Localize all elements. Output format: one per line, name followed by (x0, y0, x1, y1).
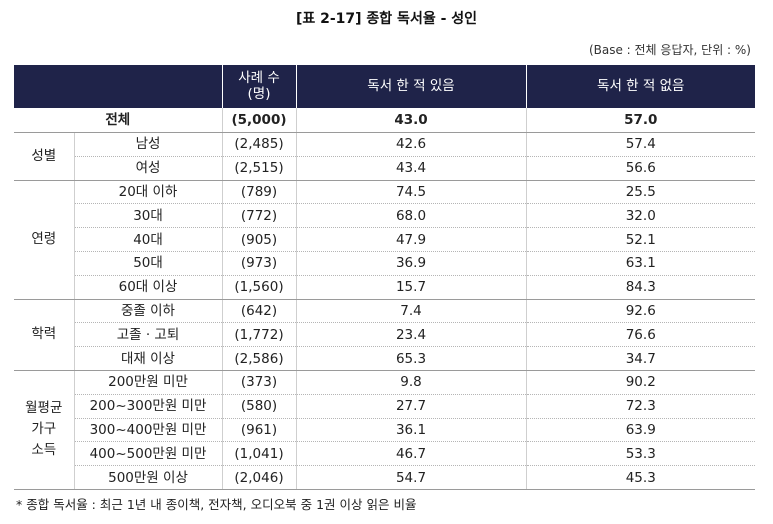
row-count: (973) (221, 251, 296, 276)
row-not-read: 45.3 (525, 465, 755, 490)
row-label: 60대 이상 (73, 275, 222, 300)
row-not-read: 57.4 (525, 132, 755, 157)
row-count: (1,560) (221, 275, 296, 300)
table-row: 대재 이상 (2,586) 65.3 34.7 (14, 346, 755, 371)
row-not-read: 84.3 (525, 275, 755, 300)
row-not-read: 32.0 (525, 203, 755, 229)
total-row: 전체 (5,000) 43.0 57.0 (14, 107, 755, 133)
row-not-read: 56.6 (525, 156, 755, 181)
row-not-read: 25.5 (525, 180, 755, 205)
row-label: 300~400만원 미만 (73, 418, 222, 443)
table-row: 40대 (905) 47.9 52.1 (14, 227, 755, 252)
group-label: 학력 (14, 299, 74, 371)
table-body: 전체 (5,000) 43.0 57.0 성별 남성 (2,485) 42.6 57.4 여성 (2… (14, 107, 755, 490)
row-read: 7.4 (295, 299, 526, 324)
group-label: 성별 (14, 132, 74, 181)
row-label: 500만원 이상 (73, 465, 222, 490)
table-row: 학력 중졸 이하 (642) 7.4 92.6 (14, 299, 755, 371)
reading-rate-table: 사례 수 (명) 독서 한 적 있음 독서 한 적 없음 전체 (5,000) 43… (14, 65, 755, 490)
table-row: 성별 남성 (2,485) 42.6 57.4 (14, 132, 755, 181)
row-label: 30대 (73, 203, 222, 229)
row-not-read: 52.1 (525, 227, 755, 252)
row-count: (373) (221, 370, 296, 395)
row-not-read: 92.6 (525, 299, 755, 324)
row-count: (789) (221, 180, 296, 205)
table-row: 500만원 이상 (2,046) 54.7 45.3 (14, 465, 755, 490)
row-not-read: 53.3 (525, 441, 755, 467)
total-label: 전체 (14, 107, 222, 133)
row-count: (2,485) (221, 132, 296, 157)
total-count: (5,000) (221, 107, 296, 133)
header-count: 사례 수 (명) (221, 65, 296, 108)
row-label: 20대 이하 (73, 180, 222, 205)
total-not-read: 57.0 (525, 107, 755, 133)
row-count: (1,772) (221, 322, 296, 348)
group-label: 연령 (14, 180, 74, 300)
row-not-read: 34.7 (525, 346, 755, 371)
row-count: (642) (221, 299, 296, 324)
table-row: 50대 (973) 36.9 63.1 (14, 251, 755, 276)
header-not-read: 독서 한 적 없음 (525, 65, 755, 108)
row-count: (580) (221, 394, 296, 419)
row-count: (905) (221, 227, 296, 252)
header-read: 독서 한 적 있음 (295, 65, 526, 108)
row-count: (961) (221, 418, 296, 443)
row-count: (1,041) (221, 441, 296, 467)
row-read: 15.7 (295, 275, 526, 300)
base-note: (Base : 전체 응답자, 단위 : %) (588, 43, 751, 57)
table-row: 300~400만원 미만 (961) 36.1 63.9 (14, 418, 755, 443)
footnote: * 종합 독서율 : 최근 1년 내 종이책, 전자책, 오디오북 중 1권 이… (16, 497, 417, 512)
table-row: 60대 이상 (1,560) 15.7 84.3 (14, 275, 755, 300)
table-row: 월평균 가구 소득 200만원 미만 (373) 9.8 90.2 (14, 370, 755, 490)
table-row: 연령 20대 이하 (789) 74.5 25.5 (14, 180, 755, 300)
table-row: 400~500만원 미만 (1,041) 46.7 53.3 (14, 441, 755, 467)
row-read: 9.8 (295, 370, 526, 395)
row-label: 남성 (73, 132, 222, 157)
row-read: 68.0 (295, 203, 526, 229)
row-read: 36.9 (295, 251, 526, 276)
row-count: (2,515) (221, 156, 296, 181)
row-label: 50대 (73, 251, 222, 276)
row-read: 43.4 (295, 156, 526, 181)
row-label: 40대 (73, 227, 222, 252)
row-read: 54.7 (295, 465, 526, 490)
row-label: 400~500만원 미만 (73, 441, 222, 467)
table-header-row: 사례 수 (명) 독서 한 적 있음 독서 한 적 없음 (14, 65, 755, 108)
row-not-read: 63.9 (525, 418, 755, 443)
table-title: [표 2-17] 종합 독서율 - 성인 (295, 11, 478, 27)
row-read: 74.5 (295, 180, 526, 205)
row-not-read: 72.3 (525, 394, 755, 419)
row-label: 고졸 · 고퇴 (73, 322, 222, 348)
row-read: 23.4 (295, 322, 526, 348)
row-read: 36.1 (295, 418, 526, 443)
table-row: 여성 (2,515) 43.4 56.6 (14, 156, 755, 181)
row-count: (2,046) (221, 465, 296, 490)
row-not-read: 63.1 (525, 251, 755, 276)
row-label: 여성 (73, 156, 222, 181)
total-read: 43.0 (295, 107, 526, 133)
row-label: 200만원 미만 (73, 370, 222, 395)
row-label: 대재 이상 (73, 346, 222, 371)
row-count: (772) (221, 203, 296, 229)
header-category (14, 65, 222, 108)
table-row: 고졸 · 고퇴 (1,772) 23.4 76.6 (14, 322, 755, 348)
row-count: (2,586) (221, 346, 296, 371)
group-label: 월평균 가구 소득 (14, 370, 74, 490)
row-not-read: 90.2 (525, 370, 755, 395)
row-read: 65.3 (295, 346, 526, 371)
row-not-read: 76.6 (525, 322, 755, 348)
row-read: 47.9 (295, 227, 526, 252)
row-label: 중졸 이하 (73, 299, 222, 324)
row-read: 46.7 (295, 441, 526, 467)
table-row: 30대 (772) 68.0 32.0 (14, 203, 755, 229)
row-label: 200~300만원 미만 (73, 394, 222, 419)
table-row: 200~300만원 미만 (580) 27.7 72.3 (14, 394, 755, 419)
row-read: 42.6 (295, 132, 526, 157)
row-read: 27.7 (295, 394, 526, 419)
